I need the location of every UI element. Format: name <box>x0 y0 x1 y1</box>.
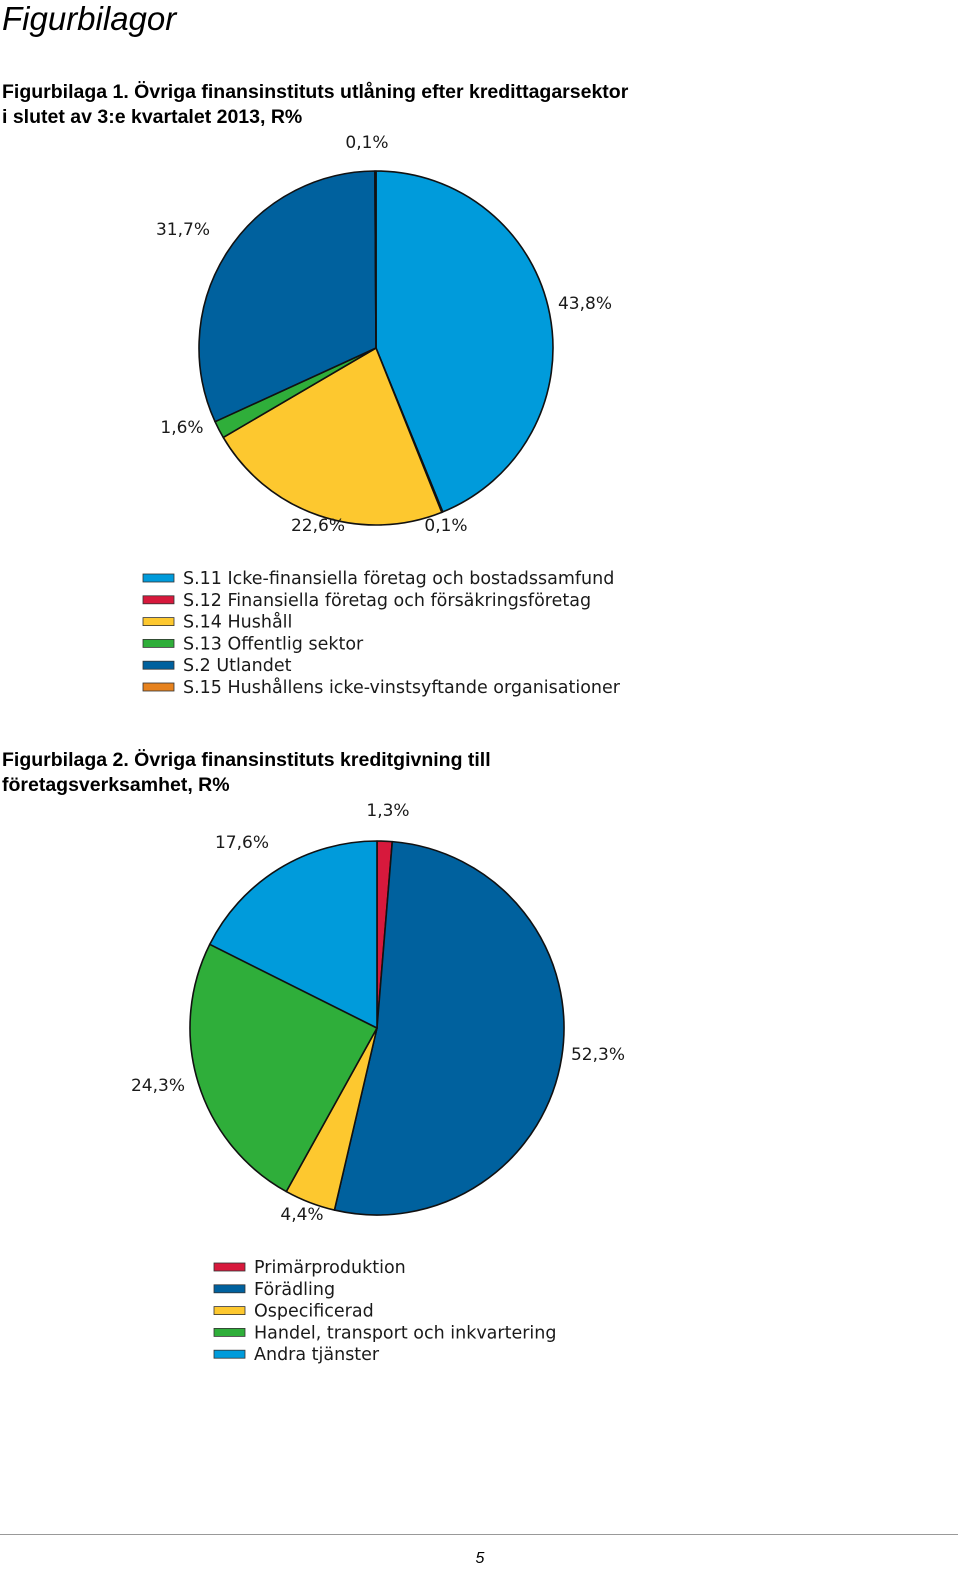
figure-1-caption-line-1: Figurbilaga 1. Övriga finansinstituts ut… <box>2 81 629 103</box>
pie-2-legend-swatch-1 <box>213 1262 246 1272</box>
pie-1-slice-label-2: 0,1% <box>424 516 467 536</box>
figure-1-caption-line-2: i slutet av 3:e kvartalet 2013, R% <box>2 106 303 128</box>
pie-2-legend-swatch-4 <box>213 1328 246 1337</box>
pie-1-legend-swatch-1 <box>142 573 175 583</box>
pie-2-slice-label-1: 1,3% <box>366 801 409 821</box>
pie-2-slice-label-2: 52,3% <box>571 1045 625 1065</box>
pie-chart-2: 1,3% 52,3% 4,4% 24,3% 17,6% PrimärproduktionF… <box>131 801 625 1365</box>
figure-2-caption-line-2: företagsverksamhet, R% <box>2 774 230 796</box>
pie-2-legend-label-1: Primärproduktion <box>254 1258 406 1278</box>
pie-1-slice-label-4: 1,6% <box>160 418 203 438</box>
pie-2-legend-label-5: Andra tjänster <box>254 1345 380 1365</box>
pie-1-legend-label-4: S.13 Offentlig sektor <box>183 634 364 654</box>
pie-1-slice-label-1: 43,8% <box>558 294 612 314</box>
pie-1-slice-6 <box>374 170 377 349</box>
pie-1-slice-5 <box>198 170 377 423</box>
footer-rule <box>0 1534 958 1535</box>
pie-1-legend-label-5: S.2 Utlandet <box>183 656 292 676</box>
pie-2-legend-swatch-5 <box>213 1349 246 1359</box>
pie-1-legend-label-2: S.12 Finansiella företag och försäkrings… <box>183 591 591 611</box>
pie-2-slice-label-4: 24,3% <box>131 1076 185 1096</box>
pie-2-slice-5 <box>208 840 378 1029</box>
pie-2-legend-label-2: Förädling <box>254 1280 335 1300</box>
pie-1-slice-label-6: 0,1% <box>345 133 388 153</box>
page-heading: Figurbilagor <box>2 0 177 37</box>
pie-1-legend-swatch-4 <box>142 638 175 648</box>
pie-1-legend-swatch-6 <box>142 682 175 692</box>
pie-1-legend-label-3: S.14 Hushåll <box>183 612 292 633</box>
figure-2-caption-line-1: Figurbilaga 2. Övriga finansinstituts kr… <box>2 749 491 771</box>
pie-1-slice-3 <box>222 347 443 526</box>
pie-2-slice-4 <box>189 943 378 1193</box>
pie-chart-1: 43,8% 0,1% 22,6% 1,6% 31,7% 0,1% S.11 Icke-fin… <box>142 133 621 698</box>
pie-1-slice-1 <box>375 170 554 513</box>
pie-2-legend-label-4: Handel, transport och inkvartering <box>254 1323 557 1343</box>
pie-2-legend-swatch-3 <box>213 1306 246 1316</box>
pie-2-slice-label-3: 4,4% <box>280 1205 323 1225</box>
pie-1-legend-swatch-3 <box>142 617 175 627</box>
pie-1-legend-swatch-2 <box>142 595 175 605</box>
pie-2-legend-label-3: Ospecificerad <box>254 1302 374 1322</box>
pie-2-slice-label-5: 17,6% <box>215 833 269 853</box>
pie-1-legend-label-6: S.15 Hushållens icke-vinstsyftande organ… <box>183 677 621 698</box>
figure-1-caption: Figurbilaga 1. Övriga finansinstituts ut… <box>2 80 942 130</box>
page-number: 5 <box>475 1550 485 1567</box>
pie-1-slice-label-3: 22,6% <box>291 516 345 536</box>
pie-2-slice-2 <box>333 840 565 1216</box>
figure-2-caption: Figurbilaga 2. Övriga finansinstituts kr… <box>2 748 942 798</box>
pie-1-legend-swatch-5 <box>142 660 175 670</box>
pie-2-legend-swatch-2 <box>213 1284 246 1294</box>
pie-1-slice-label-5: 31,7% <box>156 220 210 240</box>
pie-1-legend-label-1: S.11 Icke-finansiella företag och bostad… <box>183 569 614 589</box>
